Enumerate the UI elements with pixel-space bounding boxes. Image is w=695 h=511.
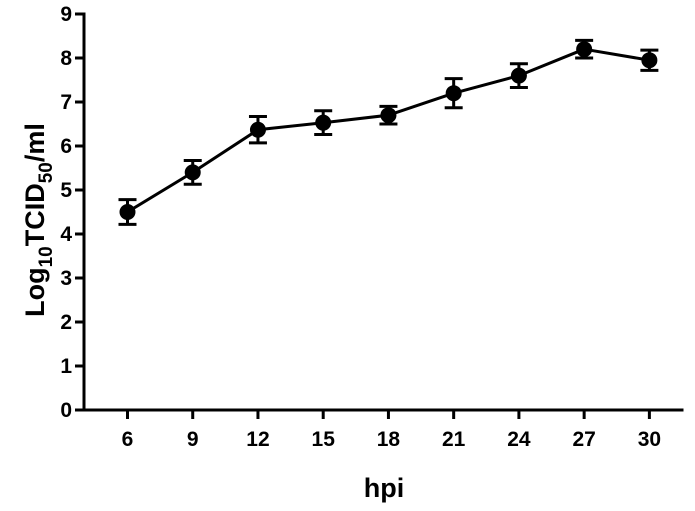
y-tick-label: 8 [60, 47, 72, 70]
series-group [118, 38, 659, 226]
series-line [126, 47, 650, 214]
x-tick-label: 6 [122, 428, 134, 451]
y-tick-label: 5 [60, 179, 72, 202]
y-tick-label: 1 [60, 355, 72, 378]
y-axis-title-main-sub: 50 [36, 162, 57, 183]
y-axis-title-base: Log [20, 267, 50, 316]
data-point [510, 67, 527, 84]
y-tick-label: 9 [60, 3, 72, 26]
x-tick-label: 18 [377, 428, 401, 451]
data-point [445, 85, 462, 102]
y-axis-title-main: TCID [20, 183, 50, 246]
x-axis-ticks: 6 9 12 15 18 21 24 27 30 [122, 410, 661, 451]
y-axis-title: Log10TCID50/ml [20, 123, 57, 317]
y-tick-label: 2 [60, 311, 72, 334]
data-point [380, 107, 397, 124]
y-axis-title-base-sub: 10 [36, 246, 57, 267]
y-tick-label: 0 [60, 399, 72, 422]
x-tick-label: 30 [638, 428, 661, 451]
x-axis-title: hpi [364, 473, 405, 503]
y-tick-label: 3 [60, 267, 72, 290]
x-tick-label: 15 [312, 428, 336, 451]
x-tick-label: 12 [246, 428, 269, 451]
y-axis-ticks: 0 1 2 3 4 5 6 7 8 9 [60, 3, 84, 422]
data-point [119, 204, 136, 220]
y-tick-label: 4 [60, 223, 72, 246]
data-point [184, 164, 201, 181]
x-tick-label: 24 [507, 428, 531, 451]
x-tick-label: 21 [442, 428, 466, 451]
data-point [249, 121, 266, 138]
data-point [315, 114, 332, 131]
y-axis-title-unit: /ml [20, 123, 50, 162]
y-tick-label: 6 [60, 135, 72, 158]
x-tick-label: 27 [572, 428, 595, 451]
data-point [641, 52, 658, 69]
axes [82, 12, 684, 412]
data-point [576, 41, 593, 58]
y-tick-label: 7 [60, 91, 72, 114]
x-tick-label: 9 [187, 428, 199, 451]
